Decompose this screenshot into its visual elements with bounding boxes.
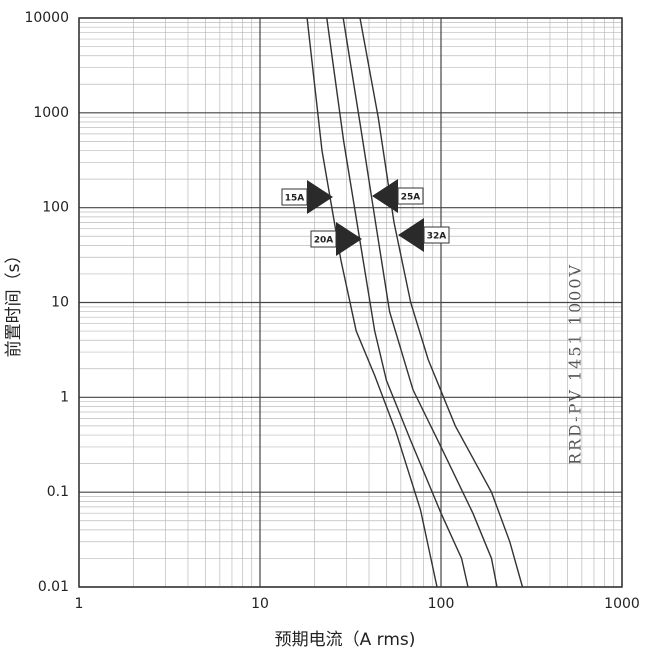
- legend-box: [423, 226, 450, 244]
- y-tick-label: 0.1: [47, 484, 69, 500]
- legend-box: [310, 230, 337, 248]
- y-axis-title: 前置时间（s）: [4, 247, 24, 358]
- annotation: RRD-PV 1451 1000V: [566, 263, 585, 465]
- y-tick-label: 100: [42, 200, 69, 216]
- annotation-bg: [556, 238, 600, 478]
- legend-box: [397, 187, 424, 205]
- x-axis-title: 预期电流（A rms): [275, 630, 416, 650]
- legend-arrow: [307, 180, 333, 214]
- legend-arrow: [398, 218, 424, 252]
- legend-arrow: [372, 179, 398, 213]
- y-tick-label: 10: [51, 295, 69, 311]
- curve: [342, 17, 498, 588]
- legend-label: 15A: [285, 194, 305, 204]
- legend-arrow: [336, 222, 362, 256]
- plot-frame: [78, 17, 623, 588]
- x-tick-label: 10: [251, 596, 269, 612]
- y-tick-label: 0.01: [38, 579, 69, 595]
- curve: [306, 17, 438, 588]
- x-tick-label: 1: [75, 596, 84, 612]
- legend-label: 25A: [401, 193, 421, 203]
- legend-label: 32A: [427, 232, 447, 242]
- x-tick-label: 100: [428, 596, 455, 612]
- y-tick-label: 1: [60, 389, 69, 405]
- curve: [326, 17, 469, 588]
- legend-label: 20A: [314, 236, 334, 246]
- curve: [359, 17, 524, 588]
- x-tick-label: 1000: [604, 596, 640, 612]
- y-tick-label: 10000: [24, 10, 69, 26]
- legend-box: [281, 188, 308, 206]
- y-tick-label: 1000: [33, 105, 69, 121]
